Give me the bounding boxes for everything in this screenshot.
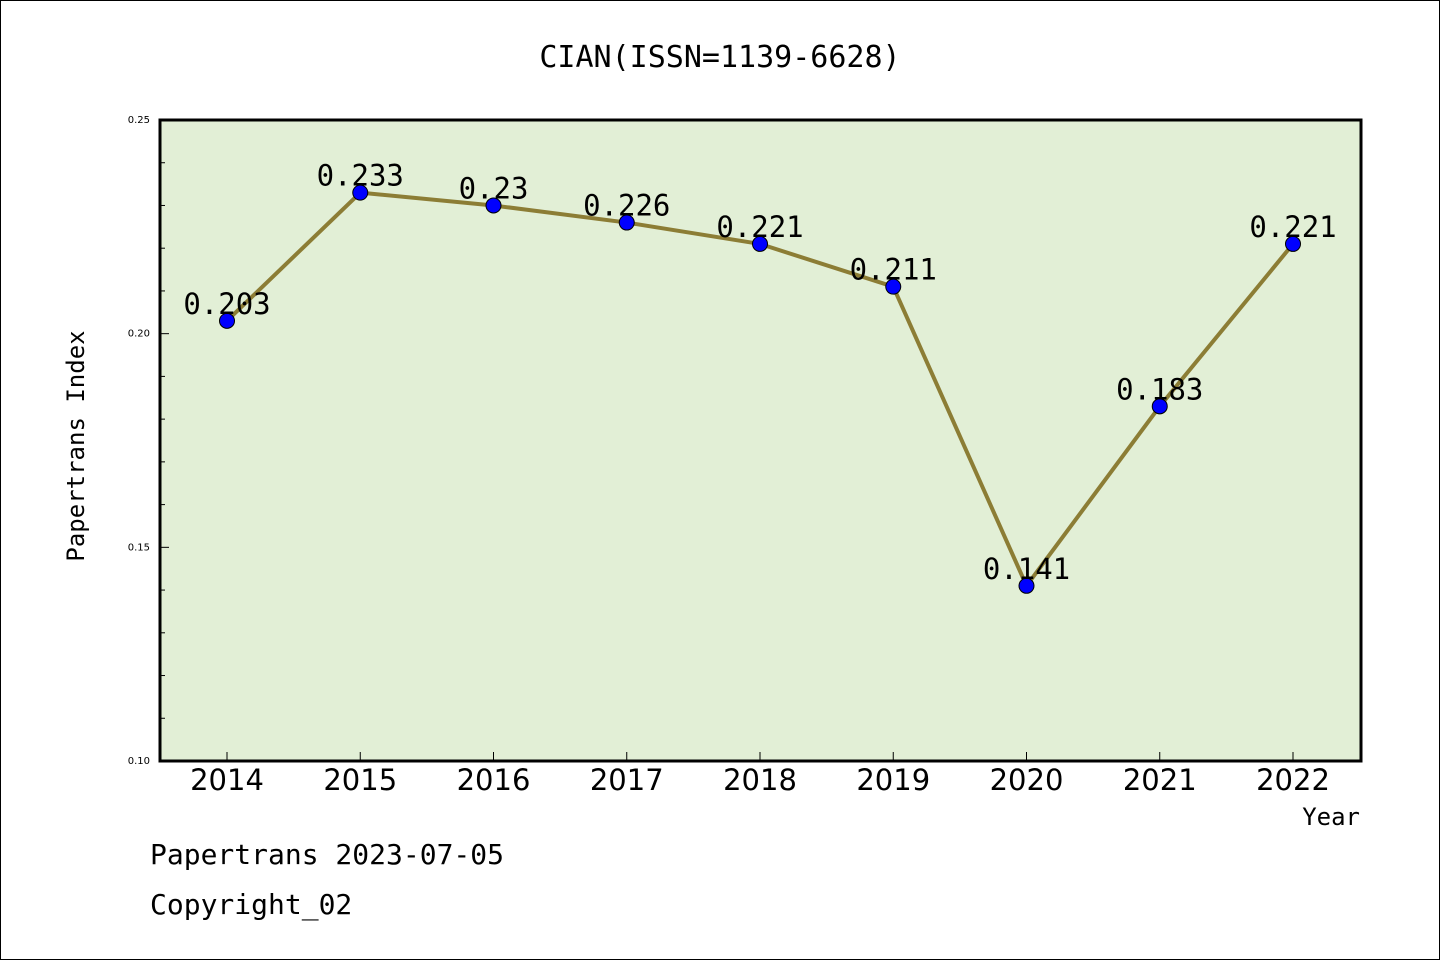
plot-border: [158, 118, 1363, 763]
data-point: [1285, 235, 1301, 252]
data-label: 0.23: [459, 171, 529, 205]
data-point: [485, 197, 502, 214]
data-label: 0.183: [1116, 372, 1203, 406]
data-label: 0.221: [1249, 210, 1336, 244]
data-point: [885, 278, 902, 295]
y-tick-label: 0.20: [128, 329, 150, 340]
footer-copyright: Copyright_02: [150, 888, 352, 922]
x-tick-label: 2021: [1123, 763, 1197, 797]
footer-date: Papertrans 2023-07-05: [150, 838, 504, 871]
data-label: 0.221: [716, 210, 803, 244]
data-label: 0.226: [583, 189, 670, 223]
marker-layer: [219, 184, 1301, 594]
plot-area: [160, 120, 1361, 761]
x-tick-label: 2016: [457, 763, 531, 797]
y-tick-label: 0.15: [128, 542, 150, 553]
data-label: 0.211: [850, 253, 937, 287]
data-point: [752, 235, 768, 252]
data-point: [1151, 398, 1168, 415]
x-tick-label: 2020: [990, 763, 1064, 797]
chart-title: CIAN(ISSN=1139-6628): [539, 40, 900, 75]
y-tick-labels: 0.10 0.15 0.20 0.25: [128, 115, 150, 767]
x-tick-label: 2014: [190, 763, 264, 797]
y-tick-label: 0.25: [128, 115, 150, 126]
data-point: [352, 184, 369, 201]
data-label: 0.203: [183, 287, 270, 321]
x-tick-label: 2015: [323, 763, 397, 797]
x-axis-label: Year: [1302, 803, 1360, 831]
y-tick-label: 0.10: [128, 756, 150, 767]
data-point: [219, 312, 235, 329]
data-label-layer: 0.203 0.233 0.23 0.226 0.221 0.211 0.141 0.183 0…: [183, 159, 1336, 586]
x-tick-label: 2022: [1256, 763, 1330, 797]
x-tick-label: 2019: [856, 763, 930, 797]
data-point: [1018, 577, 1035, 594]
x-tick-label: 2017: [590, 763, 664, 797]
x-tick-label: 2018: [723, 763, 797, 797]
data-point: [618, 214, 635, 231]
data-label: 0.141: [983, 552, 1070, 586]
x-tick-labels: 2014 2015 2016 2017 2018 2019 2020 2021 2022: [190, 763, 1330, 797]
y-axis-label: Papertrans Index: [62, 330, 90, 561]
data-label: 0.233: [317, 159, 404, 193]
